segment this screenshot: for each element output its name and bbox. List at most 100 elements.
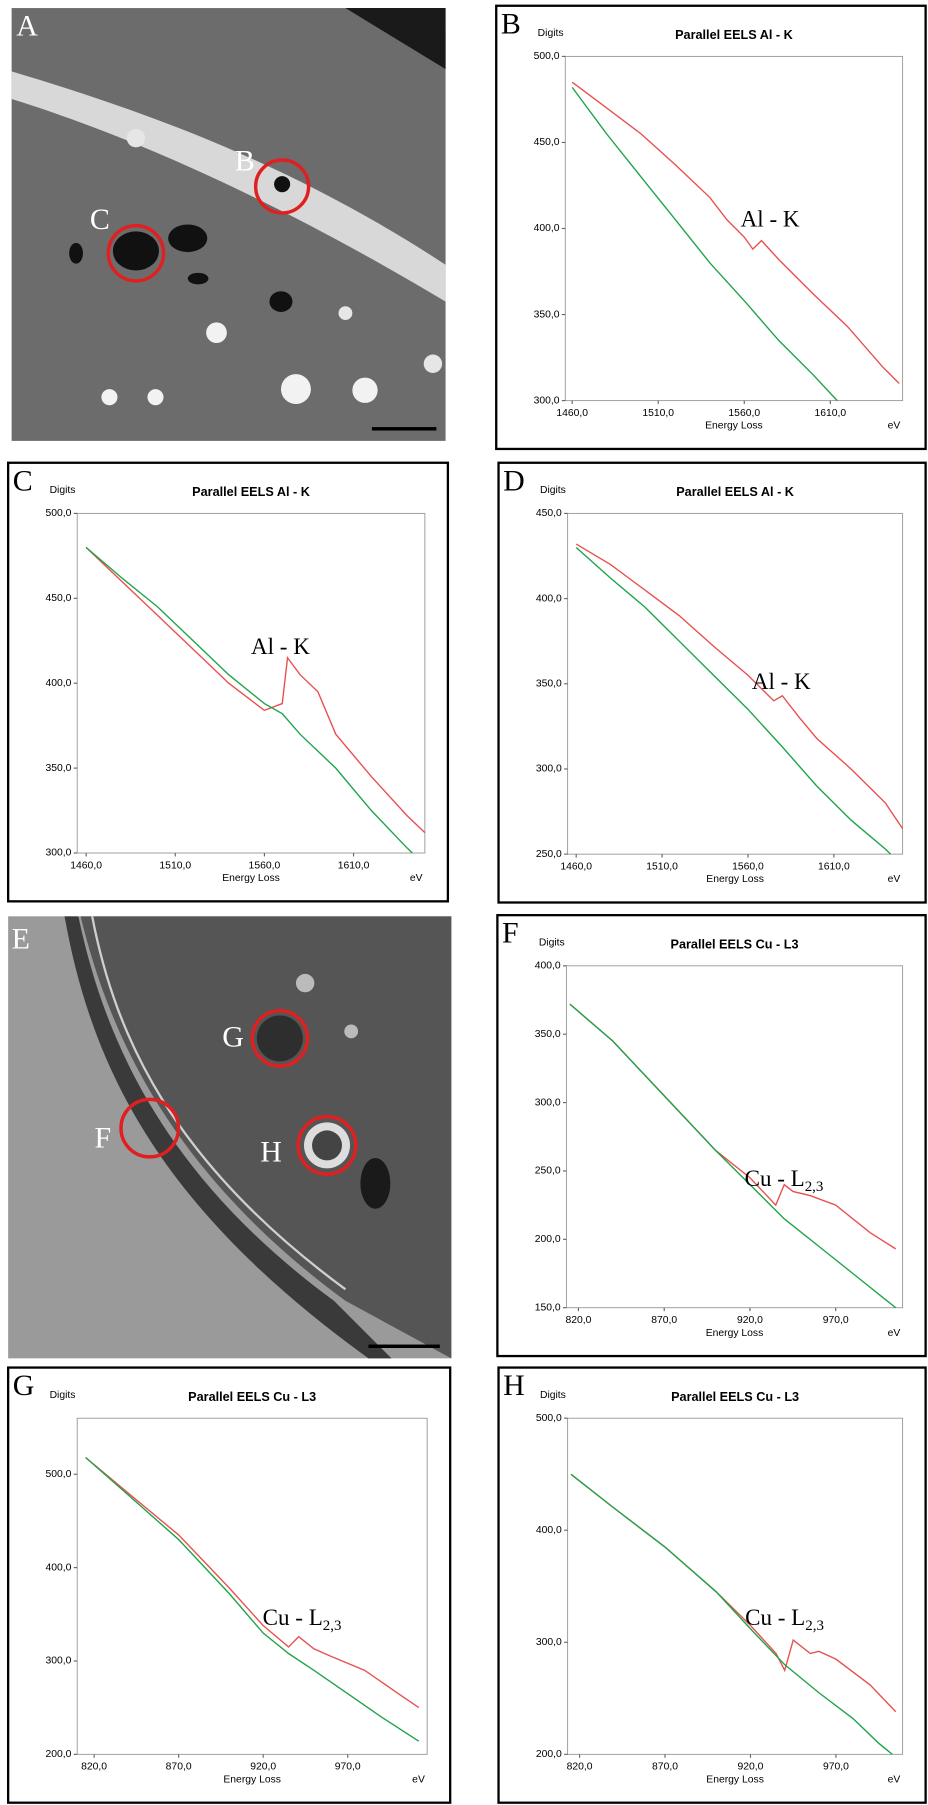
y-axis-label: Digits: [540, 1390, 566, 1401]
x-tick-label: 870,0: [166, 1762, 192, 1773]
y-tick-label: 500,0: [536, 1413, 562, 1424]
region-label: C: [90, 203, 110, 236]
y-tick-label: 400,0: [46, 678, 72, 689]
x-tick-label: 1610,0: [338, 860, 370, 871]
x-tick-label: 870,0: [651, 1315, 677, 1326]
x-axis-unit: eV: [888, 1774, 901, 1785]
region-label: G: [222, 1020, 244, 1053]
annotation: Al - K: [741, 206, 800, 232]
chart-title: Parallel EELS Cu - L3: [671, 937, 799, 951]
region-circle: [119, 1097, 181, 1159]
x-tick-label: 1460,0: [556, 408, 588, 419]
eels-panel: F Digits Parallel EELS Cu - L3 150,0 200,0 25…: [496, 914, 927, 1358]
panel-frame: [497, 1366, 927, 1804]
image-dot: [206, 322, 227, 344]
y-tick-label: 250,0: [536, 849, 562, 860]
x-tick-label: 870,0: [652, 1762, 678, 1773]
chart-title: Parallel EELS Cu - L3: [188, 1390, 316, 1404]
x-axis-label: Energy Loss: [706, 874, 764, 885]
y-tick-label: 200,0: [536, 1749, 562, 1760]
y-tick-label: 250,0: [535, 1166, 561, 1177]
panel-frame: [6, 1366, 452, 1804]
region-label: B: [235, 144, 255, 177]
x-axis-unit: eV: [888, 421, 901, 432]
x-tick-label: 820,0: [565, 1315, 591, 1326]
panel-label: E: [12, 922, 30, 955]
panel-label: H: [503, 1369, 525, 1402]
panel-label: A: [16, 10, 38, 43]
y-tick-label: 300,0: [534, 395, 560, 406]
y-tick-label: 450,0: [46, 593, 72, 604]
annotation-subscript: 2,3: [323, 1618, 342, 1634]
x-tick-label: 1510,0: [642, 408, 674, 419]
x-tick-label: 920,0: [737, 1315, 763, 1326]
spectrum-line: [570, 1473, 893, 1755]
image-dot: [344, 1024, 359, 1039]
y-tick-label: 450,0: [536, 508, 562, 519]
annotation: Cu - L2,3: [745, 1604, 824, 1634]
panel-label: C: [13, 464, 33, 497]
chart-title: Parallel EELS Al - K: [675, 28, 794, 42]
x-tick-label: 820,0: [81, 1762, 107, 1773]
spectrum-line: [85, 546, 413, 854]
panel-label: B: [501, 7, 521, 40]
x-axis-label: Energy Loss: [706, 1328, 764, 1339]
image-blob: [187, 272, 209, 285]
annotation-text: Cu - L: [745, 1165, 805, 1191]
plot-area: [567, 1417, 904, 1755]
panel-label: F: [502, 917, 519, 950]
y-tick-label: 450,0: [534, 137, 560, 148]
y-axis-label: Digits: [540, 485, 566, 496]
x-tick-label: 1460,0: [70, 860, 102, 871]
spectrum-line: [571, 81, 900, 384]
region-circle: [253, 158, 311, 215]
y-tick-label: 500,0: [46, 508, 72, 519]
y-tick-label: 350,0: [46, 763, 72, 774]
scale-bar: [371, 427, 437, 431]
x-axis-label: Energy Loss: [706, 1774, 764, 1785]
region-label: H: [260, 1135, 282, 1168]
annotation: Cu - L2,3: [263, 1604, 342, 1634]
annotation-text: Al - K: [741, 206, 800, 232]
x-tick-label: 1560,0: [249, 860, 281, 871]
y-axis-label: Digits: [50, 485, 76, 496]
x-tick-label: 1560,0: [728, 408, 760, 419]
annotation-text: Cu - L: [745, 1604, 805, 1630]
x-axis-unit: eV: [888, 874, 901, 885]
eels-panel: B Digits Parallel EELS Al - K 300,0 350,0 400…: [495, 4, 927, 451]
eels-panel: H Digits Parallel EELS Cu - L3 200,0 300,0 40…: [497, 1366, 927, 1804]
x-tick-label: 920,0: [738, 1762, 764, 1773]
y-tick-label: 300,0: [46, 1656, 72, 1667]
image-band: [11, 71, 446, 302]
plot-area: [76, 1417, 428, 1755]
y-tick-label: 200,0: [535, 1234, 561, 1245]
x-tick-label: 920,0: [250, 1762, 276, 1773]
y-tick-label: 350,0: [534, 309, 560, 320]
x-tick-label: 1610,0: [818, 862, 850, 873]
x-tick-label: 820,0: [567, 1762, 593, 1773]
image-dot: [147, 389, 164, 406]
spectrum-line: [85, 546, 426, 834]
y-axis-label: Digits: [50, 1390, 76, 1401]
y-axis-label: Digits: [538, 28, 564, 39]
x-axis-label: Energy Loss: [705, 421, 763, 432]
y-axis-label: Digits: [539, 938, 565, 949]
annotation: Al - K: [752, 668, 811, 694]
y-tick-label: 400,0: [536, 1525, 562, 1536]
y-tick-label: 150,0: [535, 1302, 561, 1313]
image-shade: [345, 8, 446, 70]
y-tick-label: 400,0: [534, 223, 560, 234]
image-blob: [168, 224, 208, 253]
y-tick-label: 200,0: [46, 1749, 72, 1760]
annotation: Al - K: [251, 634, 310, 660]
image-blob: [69, 242, 83, 264]
annotation-text: Cu - L: [263, 1604, 323, 1630]
eels-panel: D Digits Parallel EELS Al - K 250,0 300,0 350…: [497, 461, 927, 904]
y-tick-label: 350,0: [536, 679, 562, 690]
image-dot: [423, 354, 443, 373]
chart-title: Parallel EELS Cu - L3: [671, 1390, 799, 1404]
x-axis-label: Energy Loss: [222, 873, 280, 884]
x-tick-label: 970,0: [823, 1762, 849, 1773]
x-tick-label: 1510,0: [159, 860, 191, 871]
x-tick-label: 970,0: [823, 1315, 849, 1326]
